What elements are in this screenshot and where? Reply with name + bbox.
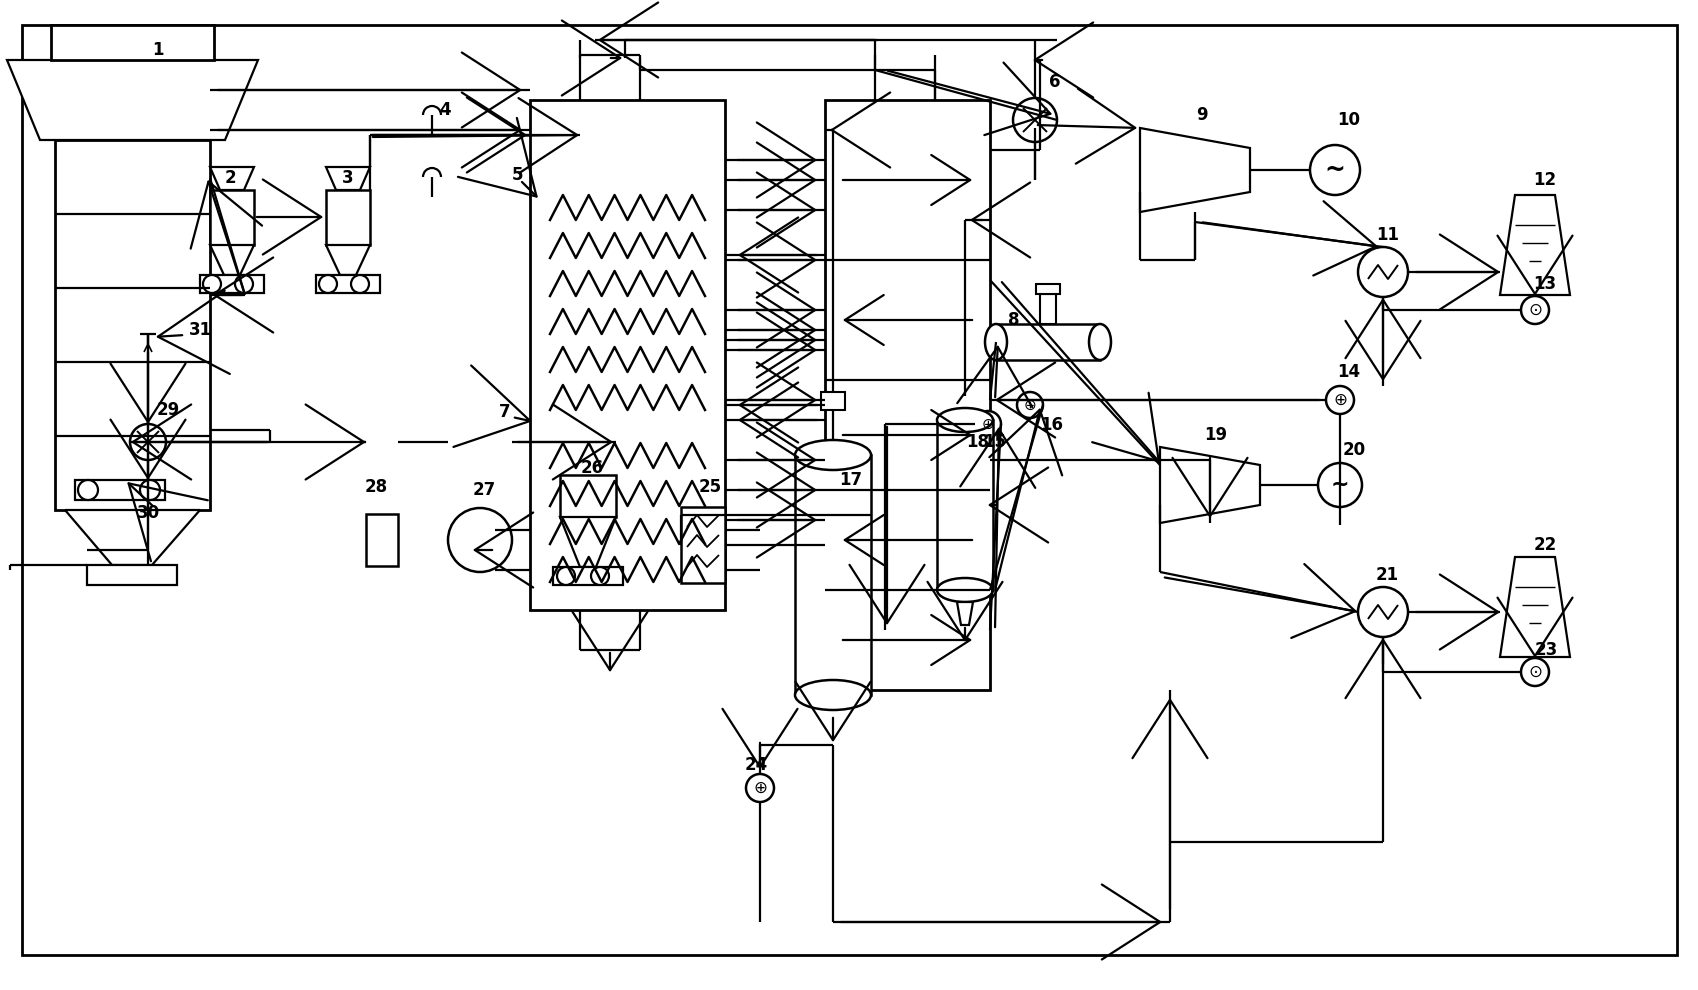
Circle shape xyxy=(1324,386,1353,414)
Text: ⊕: ⊕ xyxy=(1333,391,1347,409)
Circle shape xyxy=(1357,587,1408,637)
Bar xyxy=(681,507,725,583)
Text: 26: 26 xyxy=(581,459,603,477)
Polygon shape xyxy=(560,517,616,567)
Text: 12: 12 xyxy=(1533,171,1555,189)
Polygon shape xyxy=(7,60,258,140)
Circle shape xyxy=(448,508,511,572)
Bar xyxy=(1039,294,1056,324)
Bar xyxy=(560,475,616,517)
Text: 13: 13 xyxy=(1533,275,1555,293)
Circle shape xyxy=(745,774,774,802)
Circle shape xyxy=(1318,463,1362,507)
Text: 31: 31 xyxy=(188,321,212,339)
Polygon shape xyxy=(956,602,973,625)
Text: 17: 17 xyxy=(839,471,863,489)
Text: 1: 1 xyxy=(153,41,163,59)
Ellipse shape xyxy=(1088,324,1110,360)
Text: 15: 15 xyxy=(983,433,1005,451)
Text: 21: 21 xyxy=(1375,566,1397,584)
Text: 5: 5 xyxy=(513,166,523,184)
Text: 20: 20 xyxy=(1341,441,1365,459)
Ellipse shape xyxy=(795,440,871,470)
Polygon shape xyxy=(211,245,253,275)
Text: 14: 14 xyxy=(1336,363,1360,381)
Bar xyxy=(1036,284,1060,294)
Text: 16: 16 xyxy=(1039,416,1063,434)
Text: 4: 4 xyxy=(438,101,450,119)
Text: 9: 9 xyxy=(1195,106,1207,124)
Text: 7: 7 xyxy=(499,403,511,421)
Polygon shape xyxy=(1160,447,1260,523)
Text: 11: 11 xyxy=(1375,226,1399,244)
Polygon shape xyxy=(326,167,370,190)
Text: 3: 3 xyxy=(341,169,353,187)
Polygon shape xyxy=(211,167,253,190)
Circle shape xyxy=(1520,296,1549,324)
Text: 24: 24 xyxy=(744,756,767,774)
Bar xyxy=(795,455,871,695)
Bar xyxy=(54,140,211,510)
Text: ⊕: ⊕ xyxy=(752,779,766,797)
Text: 23: 23 xyxy=(1533,641,1557,659)
Bar xyxy=(937,420,992,590)
Bar xyxy=(326,190,370,245)
Text: 29: 29 xyxy=(156,401,180,419)
Bar xyxy=(530,100,725,610)
Text: 2: 2 xyxy=(224,169,236,187)
Circle shape xyxy=(557,567,574,585)
Circle shape xyxy=(319,275,336,293)
Circle shape xyxy=(1309,145,1358,195)
Text: 8: 8 xyxy=(1007,311,1019,329)
Circle shape xyxy=(202,275,221,293)
Ellipse shape xyxy=(937,578,992,602)
Polygon shape xyxy=(1139,128,1250,212)
Text: ~: ~ xyxy=(1324,158,1345,182)
Text: 28: 28 xyxy=(365,478,387,496)
Text: 27: 27 xyxy=(472,481,496,499)
Text: 25: 25 xyxy=(698,478,722,496)
Bar xyxy=(87,565,177,585)
Text: ⊕: ⊕ xyxy=(1022,398,1036,413)
Circle shape xyxy=(1012,98,1056,142)
Circle shape xyxy=(78,480,98,500)
Text: 22: 22 xyxy=(1533,536,1555,554)
Circle shape xyxy=(1357,247,1408,297)
Circle shape xyxy=(351,275,368,293)
Bar xyxy=(825,100,990,690)
Bar xyxy=(211,190,253,245)
Bar xyxy=(820,392,844,410)
Circle shape xyxy=(131,424,166,460)
Circle shape xyxy=(1017,392,1043,418)
Circle shape xyxy=(1520,658,1549,686)
Polygon shape xyxy=(326,245,370,275)
Bar xyxy=(365,514,397,566)
Text: 6: 6 xyxy=(1049,73,1060,91)
Text: ⊕: ⊕ xyxy=(981,417,993,432)
Circle shape xyxy=(234,275,253,293)
Circle shape xyxy=(139,480,160,500)
Polygon shape xyxy=(1499,557,1569,657)
Text: 18: 18 xyxy=(966,433,988,451)
Bar xyxy=(75,480,165,500)
Circle shape xyxy=(975,411,1000,437)
Ellipse shape xyxy=(795,680,871,710)
Text: ⊙: ⊙ xyxy=(1527,663,1542,681)
Text: ⊙: ⊙ xyxy=(1527,301,1542,319)
Ellipse shape xyxy=(937,408,992,432)
Ellipse shape xyxy=(985,324,1007,360)
Circle shape xyxy=(591,567,608,585)
Bar xyxy=(51,25,214,60)
Bar xyxy=(200,275,263,293)
Text: 10: 10 xyxy=(1336,111,1360,129)
Text: 30: 30 xyxy=(136,504,160,522)
Bar xyxy=(316,275,380,293)
Text: ~: ~ xyxy=(1330,475,1348,495)
Polygon shape xyxy=(1499,195,1569,295)
Bar xyxy=(552,567,623,585)
Polygon shape xyxy=(65,510,200,565)
Bar xyxy=(995,324,1099,360)
Text: 19: 19 xyxy=(1204,426,1228,444)
